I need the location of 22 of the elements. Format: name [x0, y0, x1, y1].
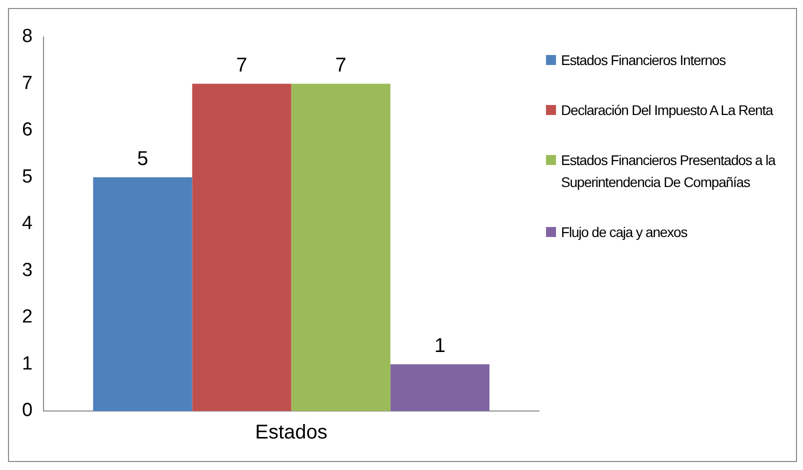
y-tick-label: 4 [22, 213, 33, 234]
legend-label: Estados Financieros Presentados a la Superintendencia De Compañías [561, 151, 777, 192]
y-tick-label: 6 [22, 120, 33, 141]
data-label: 7 [335, 54, 346, 76]
y-tick-label: 2 [22, 306, 33, 328]
y-tick-label: 7 [22, 72, 33, 94]
bar [192, 84, 292, 411]
y-tick-label: 1 [22, 353, 33, 374]
y-tick-label: 3 [22, 260, 33, 281]
legend-label: Declaración Del Impuesto A La Renta [561, 101, 773, 120]
bar [291, 84, 390, 411]
y-tick-label: 0 [22, 400, 33, 422]
data-label: 1 [434, 334, 446, 357]
legend-label: Estados Financieros Internos [561, 51, 726, 70]
data-label: 5 [137, 148, 148, 170]
x-tick-label: Estados [255, 422, 328, 444]
y-tick-label: 8 [22, 26, 33, 48]
legend-label: Flujo de caja y anexos [561, 223, 688, 242]
bar [390, 364, 490, 411]
data-label: 7 [236, 54, 248, 76]
y-tick-label: 5 [22, 166, 33, 188]
bar [93, 177, 192, 411]
